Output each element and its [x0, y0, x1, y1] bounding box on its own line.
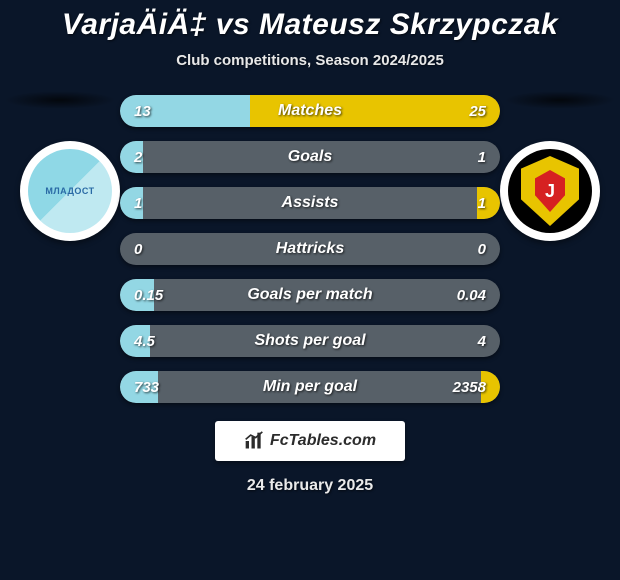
stat-bars: 1325Matches 21Goals 11Assists 00Hattricks 0.…: [120, 91, 500, 403]
stat-label: Hattricks: [120, 233, 500, 265]
shadow-right: [504, 91, 616, 109]
club-crest-right-shield: J: [521, 156, 579, 226]
stat-row: 1325Matches: [120, 95, 500, 127]
club-crest-left: МЛАДОСТ: [28, 149, 112, 233]
footer-badge: FcTables.com: [215, 421, 405, 461]
club-crest-right-letter: J: [535, 170, 565, 212]
chart-icon: [244, 431, 264, 451]
club-crest-right: J: [508, 149, 592, 233]
stat-row: 0.150.04Goals per match: [120, 279, 500, 311]
stat-label: Min per goal: [120, 371, 500, 403]
stat-row: 7332358Min per goal: [120, 371, 500, 403]
stat-label: Matches: [120, 95, 500, 127]
stat-label: Shots per goal: [120, 325, 500, 357]
club-badge-left: МЛАДОСТ: [20, 141, 120, 241]
stat-label: Goals: [120, 141, 500, 173]
stat-row: 21Goals: [120, 141, 500, 173]
page-title: VarjaÄiÄ‡ vs Mateusz Skrzypczak: [0, 0, 620, 42]
footer-text: FcTables.com: [270, 432, 376, 450]
club-crest-left-label: МЛАДОСТ: [45, 186, 94, 196]
shadow-left: [4, 91, 116, 109]
stat-row: 4.54Shots per goal: [120, 325, 500, 357]
comparison-stage: МЛАДОСТ J 1325Matches 21Goals 11Assists 00H…: [0, 91, 620, 403]
page-subtitle: Club competitions, Season 2024/2025: [0, 52, 620, 69]
stat-row: 00Hattricks: [120, 233, 500, 265]
footer-date: 24 february 2025: [0, 477, 620, 495]
club-badge-right: J: [500, 141, 600, 241]
stat-row: 11Assists: [120, 187, 500, 219]
stat-label: Assists: [120, 187, 500, 219]
stat-label: Goals per match: [120, 279, 500, 311]
